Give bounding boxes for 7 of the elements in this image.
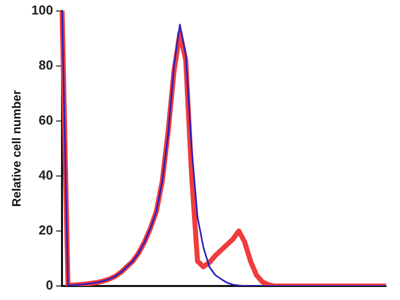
y-tick-label: 100 <box>31 2 54 18</box>
y-tick-label: 60 <box>38 112 54 128</box>
y-axis-title: Relative cell number <box>10 90 24 207</box>
y-tick-label: 40 <box>38 168 54 182</box>
y-tick-label: 80 <box>38 57 54 72</box>
y-tick-label: 0 <box>46 278 54 293</box>
y-tick-label: 20 <box>38 222 54 238</box>
